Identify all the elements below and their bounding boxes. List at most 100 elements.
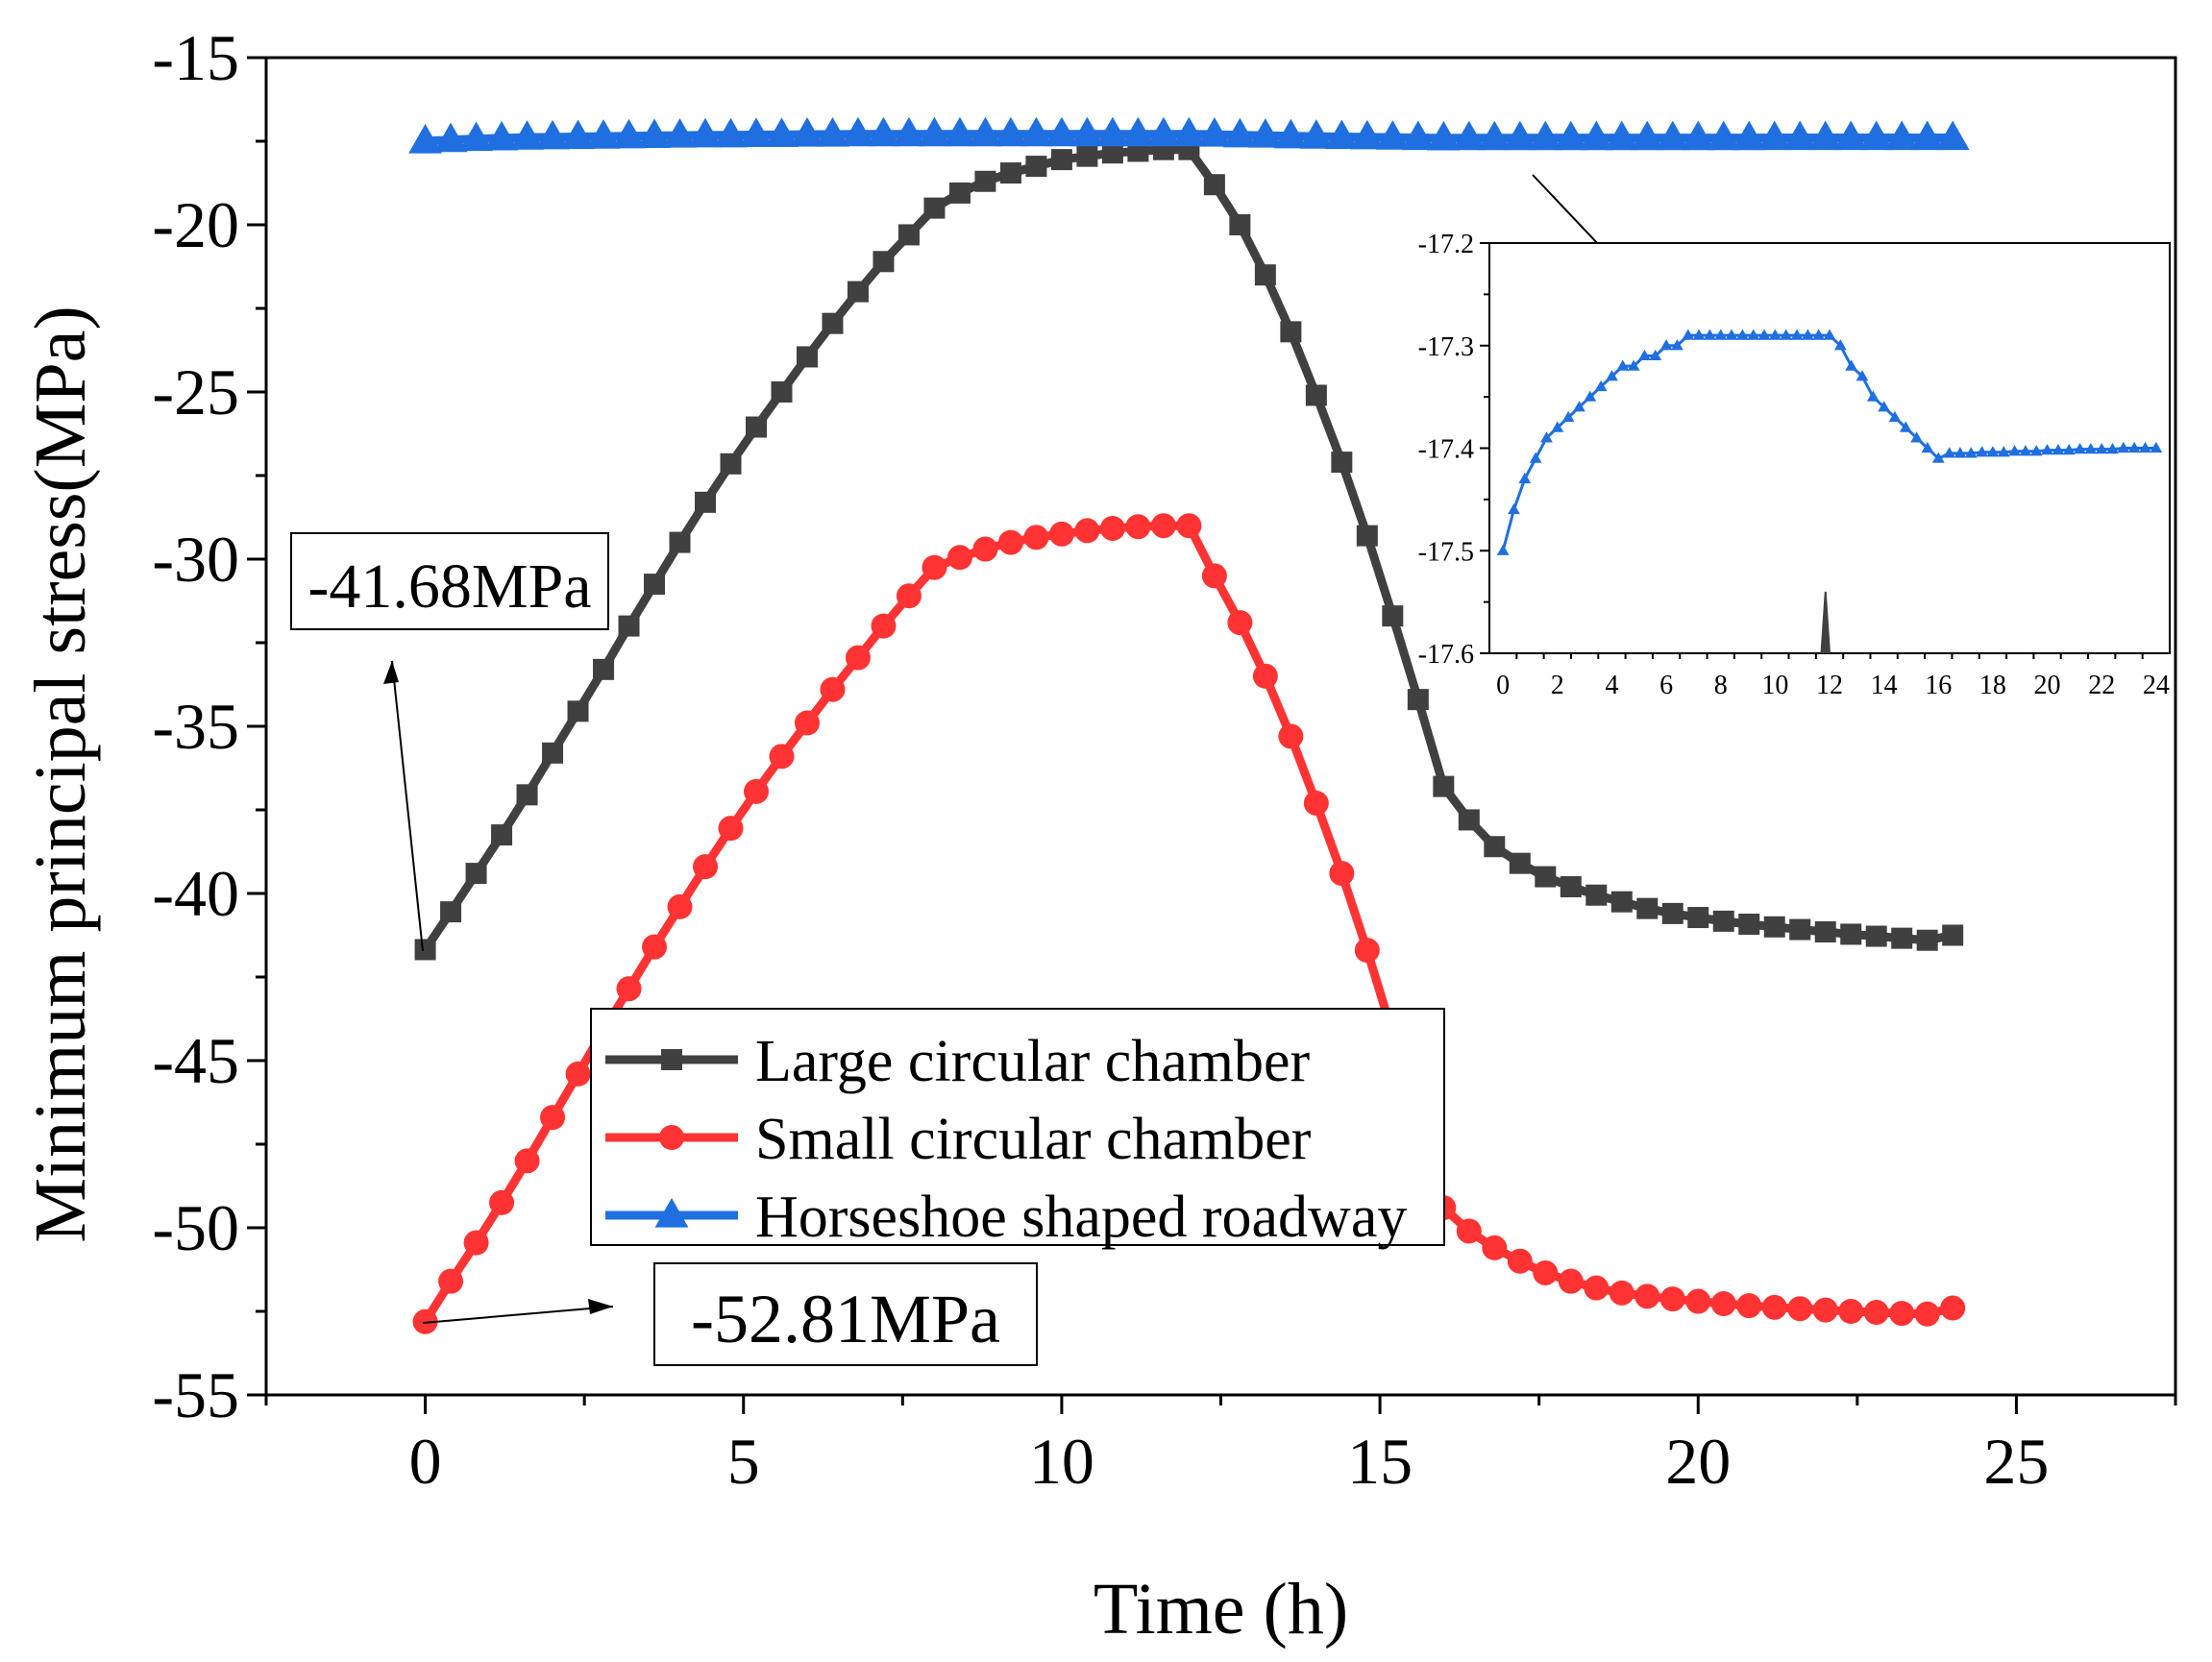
data-point: [897, 224, 920, 246]
inset-data-point: [1856, 370, 1869, 381]
data-point: [1507, 1248, 1533, 1274]
data-point: [922, 554, 947, 580]
inset-data-point: [1682, 329, 1695, 340]
data-point: [1891, 927, 1913, 949]
inset-data-point: [2041, 444, 2053, 455]
data-point: [644, 574, 666, 596]
data-point: [1227, 610, 1253, 636]
data-point: [612, 118, 646, 149]
annotation-small-min: -52.81MPa: [422, 1262, 1038, 1366]
data-point: [695, 491, 717, 513]
data-point: [822, 312, 844, 334]
data-point: [1736, 1293, 1762, 1319]
data-point: [663, 118, 697, 148]
inset-x-tick-label: 8: [1714, 671, 1728, 700]
inset-data-point: [1573, 401, 1585, 412]
inset-data-point: [1899, 421, 1912, 432]
inset-data-point: [1540, 431, 1553, 443]
annotation-large-min-label: -41.68MPa: [307, 551, 591, 622]
inset-x-tick-label: 20: [2034, 671, 2061, 700]
data-point: [867, 116, 900, 147]
inset-data-point: [1878, 401, 1891, 412]
data-point: [593, 658, 615, 680]
inset-y-axis-ticks: -17.2 -17.3 -17.4 -17.5 -17.6: [1418, 230, 1489, 670]
data-point: [1685, 1288, 1711, 1314]
data-point: [1840, 923, 1862, 945]
data-point: [1458, 809, 1480, 831]
legend-entry: Horseshoe shaped roadway: [605, 1185, 1407, 1250]
data-point: [1610, 891, 1633, 913]
inset-data-point: [2117, 441, 2130, 453]
inset-data-point: [1931, 452, 1945, 463]
data-point: [1020, 116, 1053, 147]
data-point: [1935, 120, 1970, 151]
data-point: [1808, 120, 1843, 151]
data-point: [1681, 120, 1715, 151]
inset-x-tick-label: 4: [1605, 671, 1618, 700]
inset-data-point: [1823, 329, 1836, 340]
y-tick-label: -15: [152, 21, 239, 94]
data-point: [433, 122, 468, 153]
inset-data-point: [1561, 410, 1575, 423]
data-point: [459, 121, 493, 152]
data-point: [1609, 1280, 1634, 1306]
data-point: [463, 1230, 489, 1256]
data-point: [1889, 1301, 1915, 1327]
x-tick-label: 15: [1347, 1425, 1413, 1498]
data-point: [847, 281, 869, 303]
data-point: [535, 119, 570, 150]
data-point: [1482, 1234, 1508, 1260]
data-point: [1533, 1259, 1559, 1285]
data-point: [440, 901, 462, 923]
data-point: [974, 170, 996, 192]
inset-x-tick-label: 18: [1979, 671, 2006, 700]
inset-plot: -17.2-17.3-17.4-17.5-17.60 2 4 6 8 10 12 14 16 18…: [1418, 230, 2171, 700]
inset-data-point: [1986, 446, 2000, 457]
annotations: -41.68MPa -52.81MPa: [290, 174, 1668, 1366]
data-point: [790, 117, 824, 147]
data-point: [969, 116, 1002, 147]
data-point: [408, 124, 442, 154]
inset-data-point: [1518, 472, 1532, 484]
annotation-large-min: -41.68MPa: [290, 532, 609, 952]
inset-data-point: [1704, 329, 1716, 340]
data-point: [1248, 118, 1283, 148]
series-large-circular-chamber: [414, 138, 1964, 961]
data-point: [1910, 120, 1945, 151]
inset-series-horseshoe-shaped-roadway: [1496, 329, 2163, 555]
data-point: [841, 116, 875, 147]
data-point: [1789, 918, 1811, 941]
inset-data-point: [1790, 329, 1804, 340]
data-point: [1229, 214, 1251, 235]
inset-data-point: [1780, 329, 1793, 340]
data-point: [1407, 689, 1429, 711]
data-point: [1732, 120, 1766, 151]
data-point: [567, 700, 589, 722]
data-point: [1074, 518, 1100, 544]
inset-data-point: [2150, 441, 2163, 453]
data-point: [1661, 902, 1684, 924]
inset-data-point: [1638, 349, 1651, 361]
inset-data-point: [1551, 421, 1564, 432]
inset-data-point: [2062, 444, 2076, 455]
data-point: [1101, 142, 1123, 164]
data-point: [1045, 116, 1079, 147]
y-tick-label: -50: [152, 1191, 239, 1264]
data-point: [516, 784, 538, 806]
inset-y-tick-label: -17.2: [1418, 230, 1474, 259]
inset-x-tick-label: 0: [1496, 671, 1510, 700]
y-tick-label: -20: [152, 188, 239, 261]
data-point: [1812, 1297, 1838, 1323]
annotation-small-min-arrow: [422, 1306, 614, 1324]
inset-x-tick-label: 16: [1925, 671, 1952, 700]
data-point: [1050, 149, 1072, 171]
annotation-large-min-arrow: [391, 660, 424, 952]
series-horseshoe-shaped-roadway: [408, 116, 1970, 154]
data-point: [438, 1268, 464, 1294]
data-point: [489, 1189, 515, 1215]
data-point: [1303, 791, 1329, 817]
data-point: [1150, 513, 1176, 539]
x-axis-ticks: 0 5 10 15 20 25: [264, 1395, 2177, 1498]
x-tick-label: 20: [1665, 1425, 1731, 1498]
data-point: [1252, 663, 1278, 689]
